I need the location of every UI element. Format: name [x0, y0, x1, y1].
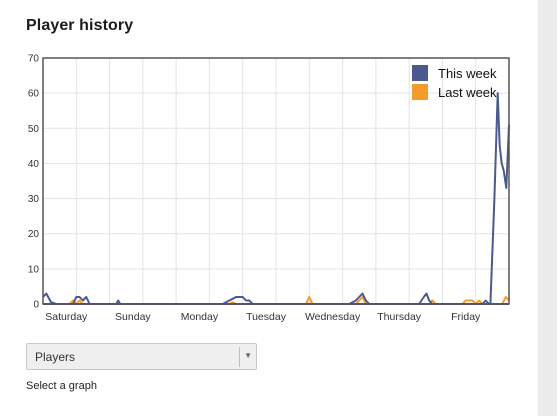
legend-swatch: [412, 84, 428, 100]
x-tick-label: Wednesday: [305, 311, 361, 323]
x-tick-label: Friday: [451, 311, 481, 323]
series-line-last-week: [43, 296, 510, 305]
plot-frame: [42, 57, 510, 305]
y-tick-label: 60: [28, 89, 40, 100]
chevron-down-icon[interactable]: ▼: [244, 351, 252, 360]
graph-select-value: Players: [35, 350, 76, 364]
y-tick-label: 40: [28, 159, 40, 170]
x-tick-label: Saturday: [45, 311, 88, 323]
y-tick-label: 20: [28, 229, 40, 240]
y-tick-label: 30: [28, 194, 40, 205]
legend-item[interactable]: Last week: [412, 84, 497, 100]
select-divider: [239, 347, 240, 367]
grid: [43, 57, 509, 305]
y-tick-label: 70: [28, 54, 40, 65]
y-tick-labels: 0 10 20 30 40 50 60 70: [28, 54, 40, 311]
x-tick-label: Tuesday: [246, 311, 287, 323]
y-tick-label: 0: [33, 300, 39, 311]
y-tick-label: 50: [28, 124, 40, 135]
y-tick-label: 10: [28, 264, 40, 275]
panel-title: Player history: [26, 17, 134, 34]
select-graph-hint: Select a graph: [26, 380, 97, 392]
legend[interactable]: This week Last week: [412, 65, 497, 100]
player-history-chart: 0 10 20 30 40 50 60 70 Saturday Sunday Monday Tues…: [28, 54, 510, 323]
x-tick-label: Sunday: [115, 311, 151, 323]
page-edge-strip: [538, 0, 557, 416]
graph-select[interactable]: Players ▼: [26, 343, 257, 370]
x-tick-labels: Saturday Sunday Monday Tuesday Wednesday Thur…: [45, 311, 481, 323]
legend-label: This week: [438, 66, 497, 81]
legend-label: Last week: [438, 85, 497, 100]
x-tick-label: Monday: [181, 311, 219, 323]
legend-item[interactable]: This week: [412, 65, 497, 81]
x-tick-label: Thursday: [377, 311, 422, 323]
legend-swatch: [412, 65, 428, 81]
